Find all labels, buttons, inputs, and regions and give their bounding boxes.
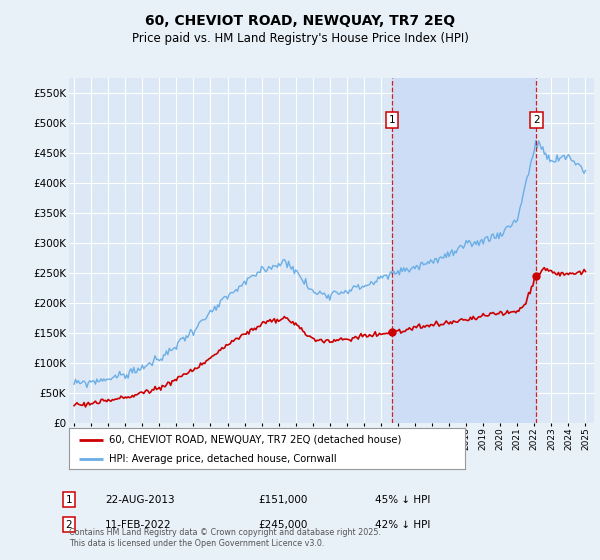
Text: 42% ↓ HPI: 42% ↓ HPI (375, 520, 430, 530)
Text: 1: 1 (389, 115, 395, 125)
Text: £245,000: £245,000 (258, 520, 307, 530)
Text: HPI: Average price, detached house, Cornwall: HPI: Average price, detached house, Corn… (109, 454, 336, 464)
Text: 2: 2 (533, 115, 539, 125)
Bar (392, 78, 536, 423)
Text: Contains HM Land Registry data © Crown copyright and database right 2025.
This d: Contains HM Land Registry data © Crown c… (69, 528, 381, 548)
Text: 22-AUG-2013: 22-AUG-2013 (105, 494, 175, 505)
Text: 60, CHEVIOT ROAD, NEWQUAY, TR7 2EQ: 60, CHEVIOT ROAD, NEWQUAY, TR7 2EQ (145, 14, 455, 28)
Text: 1: 1 (65, 494, 73, 505)
Text: 11-FEB-2022: 11-FEB-2022 (105, 520, 172, 530)
Text: 2: 2 (65, 520, 73, 530)
Text: £151,000: £151,000 (258, 494, 307, 505)
Text: Price paid vs. HM Land Registry's House Price Index (HPI): Price paid vs. HM Land Registry's House … (131, 32, 469, 45)
Text: 45% ↓ HPI: 45% ↓ HPI (375, 494, 430, 505)
Text: 60, CHEVIOT ROAD, NEWQUAY, TR7 2EQ (detached house): 60, CHEVIOT ROAD, NEWQUAY, TR7 2EQ (deta… (109, 435, 401, 445)
